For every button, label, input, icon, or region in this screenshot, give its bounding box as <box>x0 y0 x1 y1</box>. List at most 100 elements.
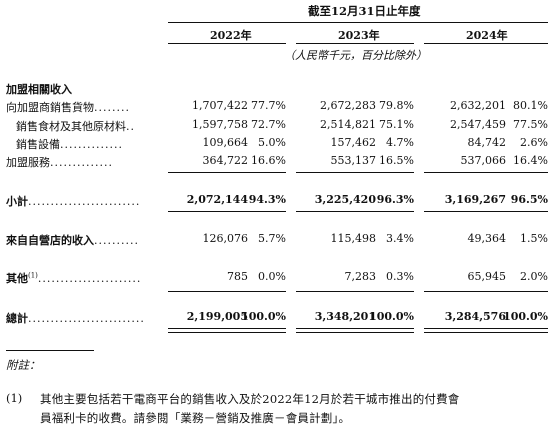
percent-cell: 3.4% <box>386 232 414 245</box>
row-label-text: 銷售食材及其他原材料 <box>16 120 126 133</box>
percent-cell: 2.0% <box>520 270 548 283</box>
leader-dots: .......... <box>94 234 139 247</box>
double-rule-total-2022 <box>168 328 286 333</box>
row-label-others: 其他(1)....................... <box>6 270 141 286</box>
amount-cell: 84,742 <box>467 136 507 149</box>
footnote-marker: (1) <box>28 271 38 280</box>
leader-dots: ....................... <box>37 272 142 285</box>
year-header-2023: 2023年 <box>338 29 380 42</box>
rule-before-subtotal-2022 <box>168 172 286 173</box>
header-rule-2022 <box>168 43 286 44</box>
percent-cell: 72.7% <box>251 118 286 131</box>
amount-cell: 1,597,758 <box>192 118 248 131</box>
percent-cell: 77.5% <box>513 118 548 131</box>
row-label-equipment-sales: 銷售設備.............. <box>16 136 123 152</box>
row-label-text: 向加盟商銷售貨物 <box>6 101 94 114</box>
period-header: 截至12月31日止年度 <box>308 4 421 18</box>
row-label-goods-sales: 向加盟商銷售貨物........ <box>6 99 130 115</box>
amount-cell: 2,199,005 <box>186 310 248 323</box>
amount-cell: 2,514,821 <box>320 118 376 131</box>
amount-cell: 109,664 <box>202 136 249 149</box>
amount-cell: 115,498 <box>330 232 377 245</box>
leader-dots: ......................... <box>28 195 141 208</box>
percent-cell: 80.1% <box>513 99 548 112</box>
percent-cell: 16.5% <box>379 154 414 167</box>
rule-before-subtotal-2023 <box>296 172 414 173</box>
row-label-franchise-services: 加盟服務.............. <box>6 154 113 170</box>
amount-cell: 65,945 <box>467 270 507 283</box>
leader-dots: .............. <box>60 138 123 151</box>
footnote-text-line1: 其他主要包括若干電商平台的銷售收入及於2022年12月於若干城市推出的付費會 <box>40 392 460 406</box>
percent-cell: 100.0% <box>503 310 548 323</box>
rule-after-subtotal-2022 <box>168 211 286 212</box>
amount-cell: 537,066 <box>460 154 507 167</box>
rule-before-total-2022 <box>168 291 286 292</box>
amount-cell: 126,076 <box>202 232 249 245</box>
section-title: 加盟相關收入 <box>6 83 72 96</box>
row-label-ingredient-sales: 銷售食材及其他原材料.. <box>16 118 135 134</box>
amount-cell: 157,462 <box>330 136 377 149</box>
percent-cell: 77.7% <box>251 99 286 112</box>
percent-cell: 4.7% <box>386 136 414 149</box>
rule-after-subtotal-2024 <box>424 211 548 212</box>
row-label-text: 銷售設備 <box>16 138 60 151</box>
header-rule-top <box>168 22 548 23</box>
percent-cell: 16.4% <box>513 154 548 167</box>
row-label-self-operated: 來自自營店的收入.......... <box>6 232 139 248</box>
percent-cell: 94.3% <box>248 193 286 206</box>
percent-cell: 16.6% <box>251 154 286 167</box>
double-rule-total-2024 <box>424 328 548 333</box>
percent-cell: 0.3% <box>386 270 414 283</box>
header-rule-2024 <box>424 43 548 44</box>
year-header-2022: 2022年 <box>210 29 252 42</box>
year-header-2024: 2024年 <box>466 29 508 42</box>
row-label-total: 總計.......................... <box>6 310 145 326</box>
rule-before-total-2024 <box>424 291 548 292</box>
percent-cell: 100.0% <box>369 310 414 323</box>
amount-cell: 3,225,420 <box>314 193 376 206</box>
amount-cell: 553,137 <box>330 154 377 167</box>
row-label-text: 總計 <box>6 312 28 325</box>
footnote-number: (1) <box>6 391 23 405</box>
row-label-subtotal: 小計......................... <box>6 193 140 209</box>
row-label-text: 小計 <box>6 195 28 208</box>
row-label-text: 加盟服務 <box>6 156 50 169</box>
percent-cell: 1.5% <box>520 232 548 245</box>
amount-cell: 364,722 <box>202 154 249 167</box>
row-label-text: 來自自營店的收入 <box>6 234 94 247</box>
header-rule-2023 <box>296 43 414 44</box>
rule-after-subtotal-2023 <box>296 211 414 212</box>
footnote-text-line2: 員福利卡的收費。請參閱「業務－營銷及推廣－會員計劃」。 <box>40 411 351 425</box>
percent-cell: 5.7% <box>258 232 286 245</box>
percent-cell: 5.0% <box>258 136 286 149</box>
notes-heading: 附註： <box>6 358 41 372</box>
amount-cell: 2,547,459 <box>450 118 506 131</box>
amount-cell: 2,072,144 <box>186 193 248 206</box>
amount-cell: 7,283 <box>344 270 377 283</box>
leader-dots: .. <box>126 120 135 133</box>
leader-dots: .......................... <box>28 312 145 325</box>
double-rule-total-2023 <box>296 328 414 333</box>
percent-cell: 0.0% <box>258 270 286 283</box>
leader-dots: ........ <box>94 101 130 114</box>
amount-cell: 785 <box>227 270 248 283</box>
percent-cell: 96.5% <box>510 193 548 206</box>
unit-note: （人民幣千元，百分比除外） <box>284 49 427 62</box>
percent-cell: 79.8% <box>379 99 414 112</box>
row-label-text: 其他 <box>6 272 28 285</box>
rule-before-subtotal-2024 <box>424 172 548 173</box>
amount-cell: 3,169,267 <box>444 193 506 206</box>
notes-separator <box>6 350 94 351</box>
percent-cell: 75.1% <box>379 118 414 131</box>
percent-cell: 96.3% <box>376 193 414 206</box>
amount-cell: 1,707,422 <box>192 99 248 112</box>
amount-cell: 3,284,576 <box>444 310 506 323</box>
percent-cell: 2.6% <box>520 136 548 149</box>
amount-cell: 49,364 <box>467 232 507 245</box>
amount-cell: 2,632,201 <box>450 99 506 112</box>
amount-cell: 2,672,283 <box>320 99 376 112</box>
percent-cell: 100.0% <box>241 310 286 323</box>
leader-dots: .............. <box>50 156 113 169</box>
rule-before-total-2023 <box>296 291 414 292</box>
amount-cell: 3,348,201 <box>314 310 376 323</box>
